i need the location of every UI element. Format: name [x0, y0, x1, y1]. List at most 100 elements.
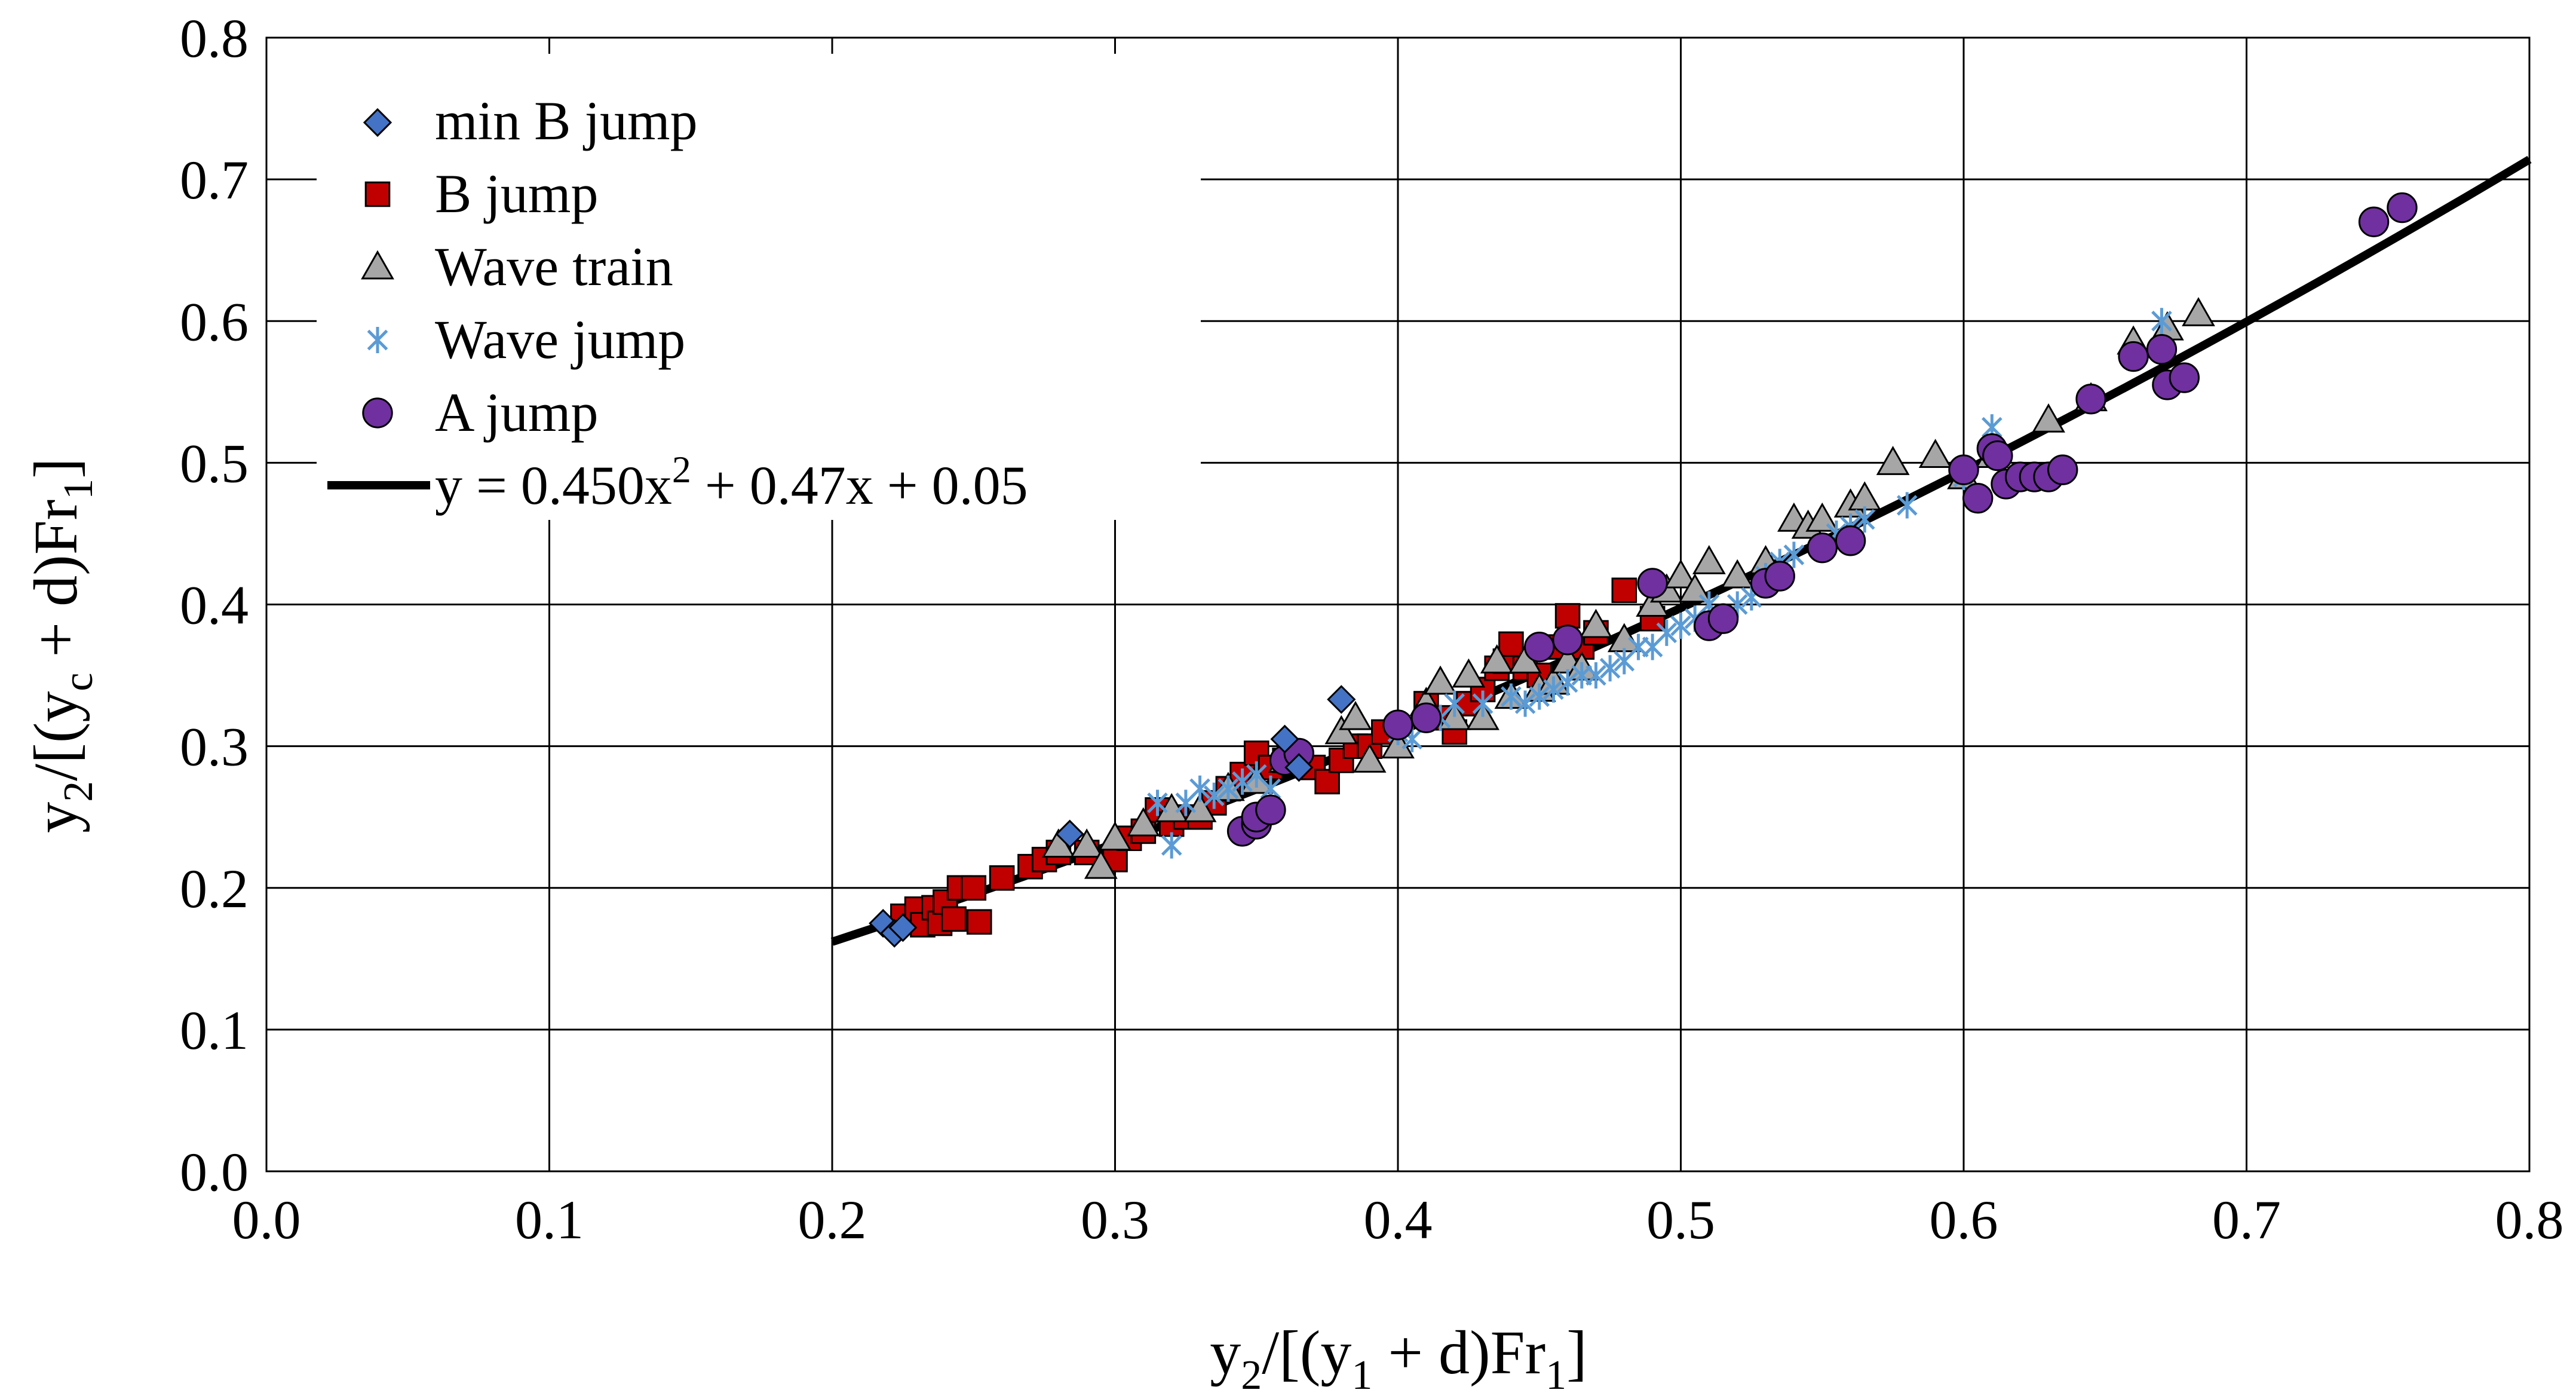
legend-label-min-b-jump: min B jump: [435, 90, 698, 151]
data-point-wave-jump: [1444, 690, 1465, 717]
data-point-wave-jump: [1670, 613, 1691, 639]
data-point-b-jump: [1314, 769, 1340, 795]
data-point-wave-train: [2182, 297, 2215, 326]
tick-labels: 0.0 0.1 0.2 0.3 0.4 0.5 0.6 0.7 0.8 0.0 0.1 0.2 0.3 0…: [180, 8, 2564, 1250]
data-point-a-jump: [2358, 206, 2390, 237]
x-tick-label: 0.2: [798, 1189, 867, 1250]
data-point-b-jump: [1611, 577, 1637, 604]
data-point-a-jump: [2075, 383, 2106, 415]
data-point-b-jump: [1554, 603, 1581, 629]
y-axis-title: y2/[(yc + d)Fr1]: [22, 458, 102, 833]
data-point-wave-train: [1678, 573, 1712, 603]
x-tick-label: 0.6: [1930, 1189, 1998, 1250]
data-point-a-jump: [2387, 192, 2418, 224]
data-point-a-jump: [1835, 525, 1866, 556]
data-point-wave-train: [1339, 700, 1372, 730]
data-point-a-jump: [1764, 561, 1795, 592]
data-point-a-jump: [2169, 362, 2200, 393]
data-point-wave-jump: [2151, 308, 2172, 335]
legend-label-wave-jump: Wave jump: [435, 309, 685, 370]
data-point-wave-train: [1353, 743, 1387, 773]
data-point-wave-jump: [1529, 683, 1550, 710]
y-tick-label: 0.5: [180, 433, 249, 494]
data-point-min-b-jump: [1284, 753, 1314, 782]
data-point-wave-train: [2032, 403, 2065, 433]
data-point-wave-train: [1692, 545, 1726, 574]
data-point-wave-jump: [1232, 768, 1253, 795]
data-point-a-jump: [1255, 794, 1286, 826]
data-point-a-jump: [1807, 532, 1838, 564]
data-point-wave-jump: [1189, 775, 1210, 802]
data-point-min-b-jump: [1055, 819, 1084, 849]
data-point-wave-jump: [1543, 676, 1564, 703]
data-point-a-jump: [1410, 702, 1442, 733]
data-point-wave-jump: [1599, 655, 1621, 682]
x-tick-label: 0.7: [2212, 1189, 2281, 1250]
data-point-wave-train: [1636, 587, 1670, 617]
series-min-b-jump: [869, 685, 1356, 948]
x-tick-label: 0.0: [232, 1189, 301, 1250]
data-point-wave-jump: [1896, 492, 1918, 519]
legend-symbol-min-b-jump: [363, 108, 392, 137]
data-point-wave-jump: [1161, 832, 1182, 859]
data-point-a-jump: [1948, 454, 1979, 485]
series-a-jump: [1226, 192, 2418, 847]
data-point-a-jump: [1962, 482, 1994, 514]
x-tick-label: 0.4: [1364, 1189, 1433, 1250]
legend-marker-min-b-jump: [363, 108, 392, 137]
data-point-b-jump: [1329, 748, 1354, 773]
x-tick-label: 0.5: [1646, 1189, 1715, 1250]
y-tick-label: 0.4: [180, 575, 249, 636]
legend-symbol-b-jump: [364, 181, 391, 207]
y-tick-label: 0.6: [180, 291, 249, 352]
data-point-wave-jump: [1501, 683, 1522, 710]
data-point-wave-jump: [1472, 690, 1494, 717]
data-point-wave-train: [1664, 559, 1698, 589]
data-point-b-jump: [961, 875, 987, 901]
legend-symbol-wave-train: [361, 250, 394, 280]
data-point-wave-train: [1452, 658, 1486, 688]
data-point-min-b-jump: [1327, 685, 1356, 714]
legend: min B jump B jump Wave train Wave jump A…: [317, 54, 1201, 520]
data-point-wave-train: [1721, 559, 1755, 589]
data-point-wave-train: [1876, 446, 1910, 475]
data-point-wave-train: [1070, 828, 1104, 858]
data-point-wave-train: [1126, 807, 1160, 837]
legend-label-a-jump: A jump: [435, 382, 598, 443]
x-axis-title: y2/[(y1 + d)Fr1]: [1210, 1318, 1587, 1398]
data-point-wave-jump: [1854, 506, 1875, 533]
y-tick-label: 0.0: [180, 1141, 249, 1202]
data-point-wave-train: [1480, 644, 1514, 674]
data-point-a-jump: [1552, 625, 1583, 656]
data-point-wave-jump: [1203, 782, 1225, 809]
data-point-a-jump: [1524, 631, 1555, 663]
data-point-wave-jump: [1783, 541, 1805, 568]
data-point-a-jump: [2118, 341, 2149, 372]
data-point-wave-jump: [1557, 669, 1578, 696]
data-point-a-jump: [2146, 333, 2178, 365]
points-layer: [869, 192, 2418, 948]
legend-symbol-wave-jump: [367, 327, 388, 353]
x-tick-label: 0.8: [2495, 1189, 2564, 1250]
data-point-wave-jump: [1656, 619, 1678, 646]
data-point-wave-train: [1084, 849, 1118, 879]
data-point-b-jump: [966, 909, 992, 935]
y-tick-label: 0.8: [180, 8, 249, 69]
data-point-wave-jump: [1147, 789, 1168, 816]
data-point-b-jump: [941, 906, 967, 932]
plot-frame: [265, 36, 2531, 1173]
x-tick-label: 0.1: [515, 1189, 584, 1250]
data-point-wave-train: [1918, 439, 1952, 468]
data-point-a-jump: [1707, 603, 1739, 634]
data-point-wave-jump: [1514, 690, 1536, 717]
data-point-min-b-jump: [1270, 724, 1299, 754]
data-point-wave-train: [1098, 821, 1132, 851]
data-point-min-b-jump: [888, 913, 918, 942]
legend-label-b-jump: B jump: [435, 163, 598, 224]
y-tick-label: 0.3: [180, 717, 249, 777]
y-tick-label: 0.2: [180, 858, 249, 919]
data-point-a-jump: [1982, 440, 2013, 472]
data-point-wave-train: [1324, 715, 1358, 745]
legend-label-wave-train: Wave train: [435, 236, 673, 297]
